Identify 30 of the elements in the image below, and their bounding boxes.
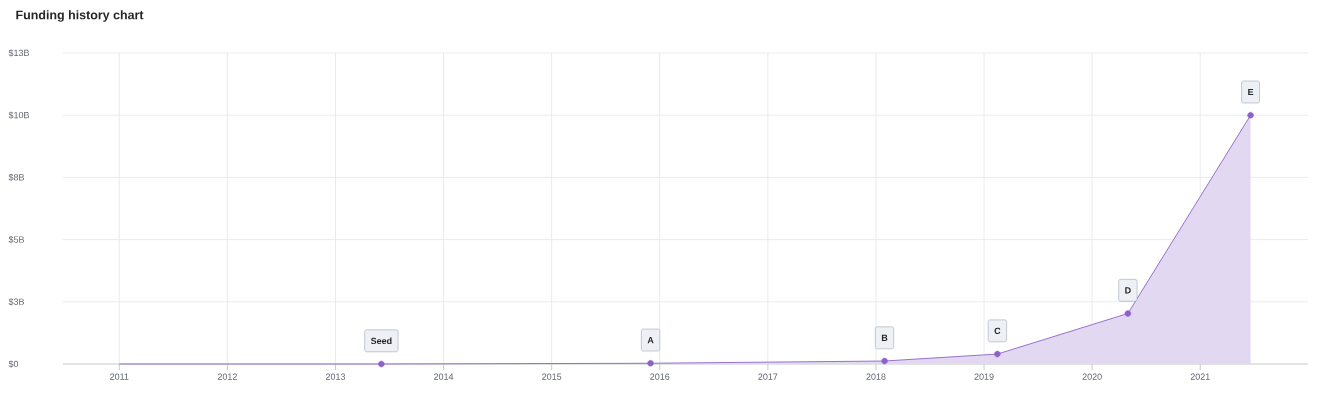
point [881, 357, 888, 365]
x-tick-label: 2012 [217, 373, 237, 380]
x-tick-label: 2018 [866, 373, 886, 380]
point [647, 360, 654, 367]
point [378, 360, 385, 368]
x-tick-label: 2019 [974, 373, 994, 380]
annotation: B [881, 334, 888, 341]
x-tick-label: 2021 [1190, 373, 1210, 380]
x-tick-label: 2013 [325, 373, 346, 380]
annotation: D [1125, 287, 1131, 294]
x-tick-label: 2011 [110, 373, 129, 380]
annotation: C [994, 327, 1001, 335]
point [994, 350, 1001, 358]
annotation: E [1248, 88, 1254, 96]
point [1247, 112, 1254, 119]
y-tick-label: $5B [8, 235, 25, 244]
x-tick-label: 2015 [542, 373, 562, 380]
x-tick-label: 2016 [650, 373, 670, 380]
point [1124, 310, 1132, 317]
annotation: Seed [370, 337, 392, 345]
x-tick-label: 2014 [434, 373, 454, 380]
y-tick-label: $3B [8, 298, 25, 306]
x-tick-label: 2017 [758, 373, 778, 380]
y-tick-label: $8B [8, 173, 25, 182]
chart-title: Funding history chart [16, 10, 144, 22]
annotation: A [647, 336, 654, 344]
y-tick-label: $13B [8, 49, 29, 57]
x-tick-label: 2020 [1082, 373, 1102, 380]
y-tick-label: $10B [8, 111, 29, 119]
y-tick-label: $0 [8, 360, 19, 368]
